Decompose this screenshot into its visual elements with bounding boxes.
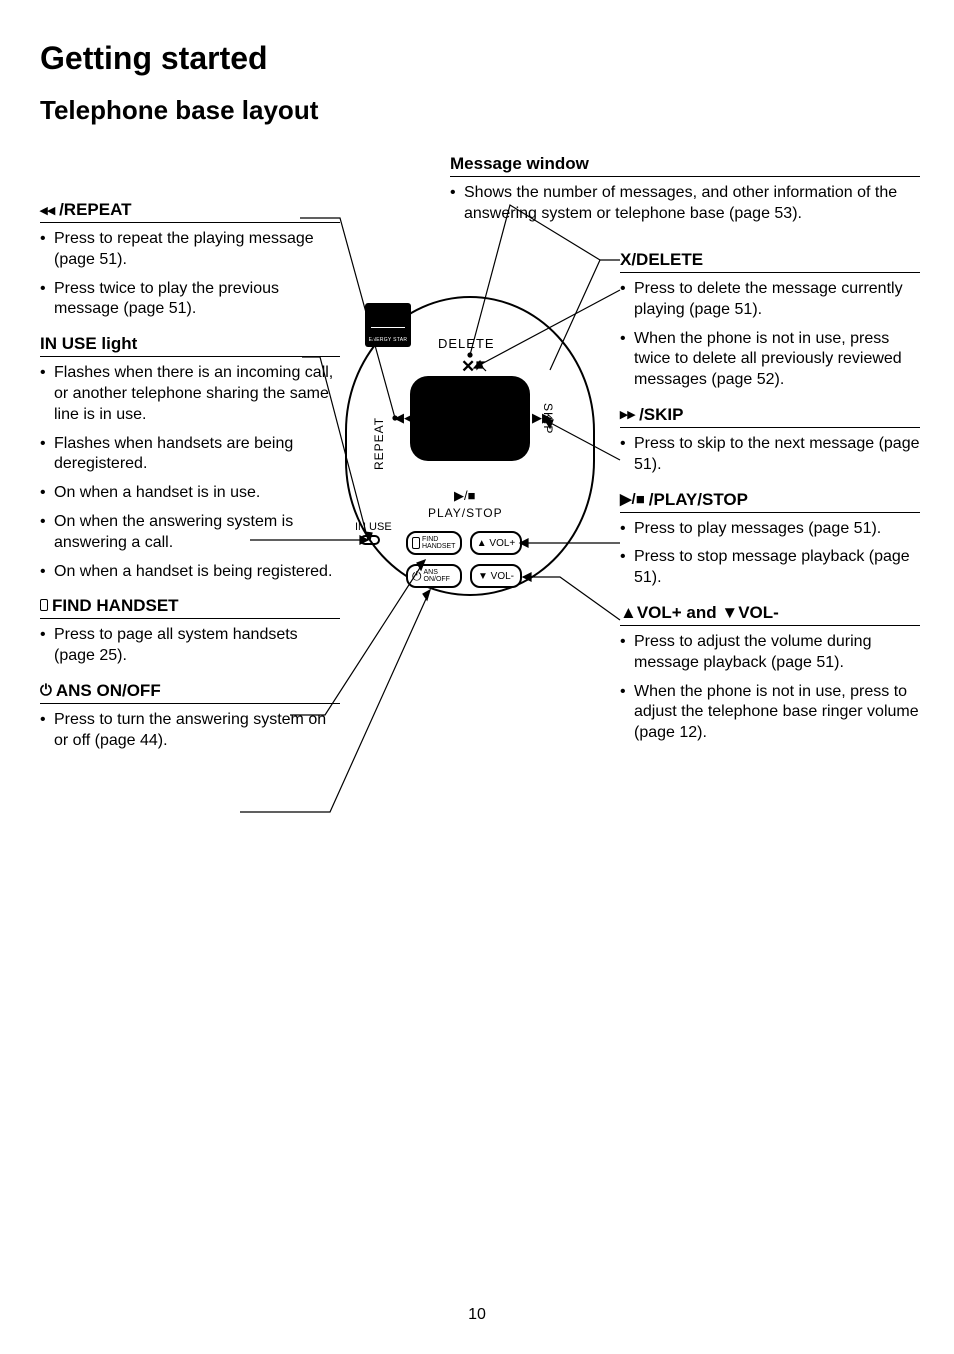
list-item: On when a handset is being registered. [40,562,340,583]
find-handset-button: FINDHANDSET [406,531,462,555]
handset-icon [40,596,48,616]
skip-heading: ▸▸ /SKIP [620,405,920,428]
xdelete-title: X/DELETE [620,250,703,270]
findhandset-heading: FIND HANDSET [40,596,340,619]
msgwin-list: Shows the number of messages, and other … [450,183,920,225]
fastforward-icon: ▸▸ [620,407,635,422]
inuse-label: IN USE [355,521,392,533]
playstop-title: /PLAY/STOP [649,490,748,510]
vol-list: Press to adjust the volume during messag… [620,632,920,744]
inuse-list: Flashes when there is an incoming call, … [40,363,340,582]
list-item: Press to repeat the playing message (pag… [40,229,340,271]
xdelete-heading: X/DELETE [620,250,920,273]
repeat-title: /REPEAT [59,200,131,220]
rewind-arrows-icon: ◀◀ [394,410,414,426]
playstop-label: PLAY/STOP [428,506,503,520]
page-subtitle: Telephone base layout [40,95,914,126]
list-item: Press twice to play the previous message… [40,279,340,321]
vol-minus-button: ▼ VOL- [470,564,522,588]
list-item: Press to play messages (page 51). [620,519,920,540]
page-number: 10 [0,1306,954,1324]
forward-arrows-icon: ▶▶ [532,410,552,426]
list-item: Press to adjust the volume during messag… [620,632,920,674]
ans-onoff-button: ⏻ ANSON/OFF [406,564,462,588]
repeat-list: Press to repeat the playing message (pag… [40,229,340,320]
playstop-icon: ▶/■ [620,492,645,507]
vol-heading: ▲VOL+ and ▼VOL- [620,603,920,626]
list-item: Press to stop message playback (page 51)… [620,547,920,589]
energy-star-icon [365,303,411,347]
ansonoff-list: Press to turn the answering system on or… [40,710,340,752]
findhandset-title: FIND HANDSET [52,596,179,616]
find-handset-text: FINDHANDSET [422,536,455,550]
vol-plus-button: ▲ VOL+ [470,531,522,555]
repeat-label: REPEAT [372,417,386,470]
list-item: On when the answering system is answerin… [40,512,340,554]
playstop-list: Press to play messages (page 51). Press … [620,519,920,589]
playstop-symbol: ▶/■ [454,488,475,504]
right-column: X/DELETE Press to delete the message cur… [620,236,920,752]
repeat-heading: ◂◂ /REPEAT [40,200,340,223]
list-item: Flashes when there is an incoming call, … [40,363,340,425]
ansonoff-heading: ⏻ ANS ON/OFF [40,681,340,704]
msgwin-title: Message window [450,154,589,174]
rewind-icon: ◂◂ [40,203,55,218]
inuse-title: IN USE light [40,334,137,354]
findhandset-list: Press to page all system handsets (page … [40,625,340,667]
playstop-heading: ▶/■ /PLAY/STOP [620,490,920,513]
vol-title: ▲VOL+ and ▼VOL- [620,603,779,623]
inuse-heading: IN USE light [40,334,340,357]
list-item: Flashes when handsets are being deregist… [40,434,340,476]
skip-title: /SKIP [639,405,683,425]
list-item: When the phone is not in use, press twic… [620,329,920,391]
power-icon: ⏻ [412,569,422,584]
ansonoff-title: ANS ON/OFF [56,681,161,701]
inuse-led-icon [360,535,380,545]
base-diagram: DELETE ✕ PLAY/STOP ▶/■ REPEAT SKIP ◀◀ ▶▶… [330,258,610,678]
left-column: ◂◂ /REPEAT Press to repeat the playing m… [40,186,340,760]
list-item: Shows the number of messages, and other … [450,183,920,225]
x-icon: ✕ [461,357,475,377]
page-title: Getting started [40,40,914,77]
list-item: Press to page all system handsets (page … [40,625,340,667]
list-item: Press to skip to the next message (page … [620,434,920,476]
delete-label: DELETE [438,336,495,351]
msgwin-heading: Message window [450,154,920,177]
skip-list: Press to skip to the next message (page … [620,434,920,476]
message-display [410,376,530,461]
list-item: Press to turn the answering system on or… [40,710,340,752]
power-icon: ⏻ [40,683,52,698]
list-item: When the phone is not in use, press to a… [620,682,920,744]
right-column-top: Message window Shows the number of messa… [450,140,920,233]
xdelete-list: Press to delete the message currently pl… [620,279,920,391]
list-item: On when a handset is in use. [40,483,340,504]
handset-icon [412,537,420,549]
ans-onoff-text: ANSON/OFF [424,569,450,583]
list-item: Press to delete the message currently pl… [620,279,920,321]
